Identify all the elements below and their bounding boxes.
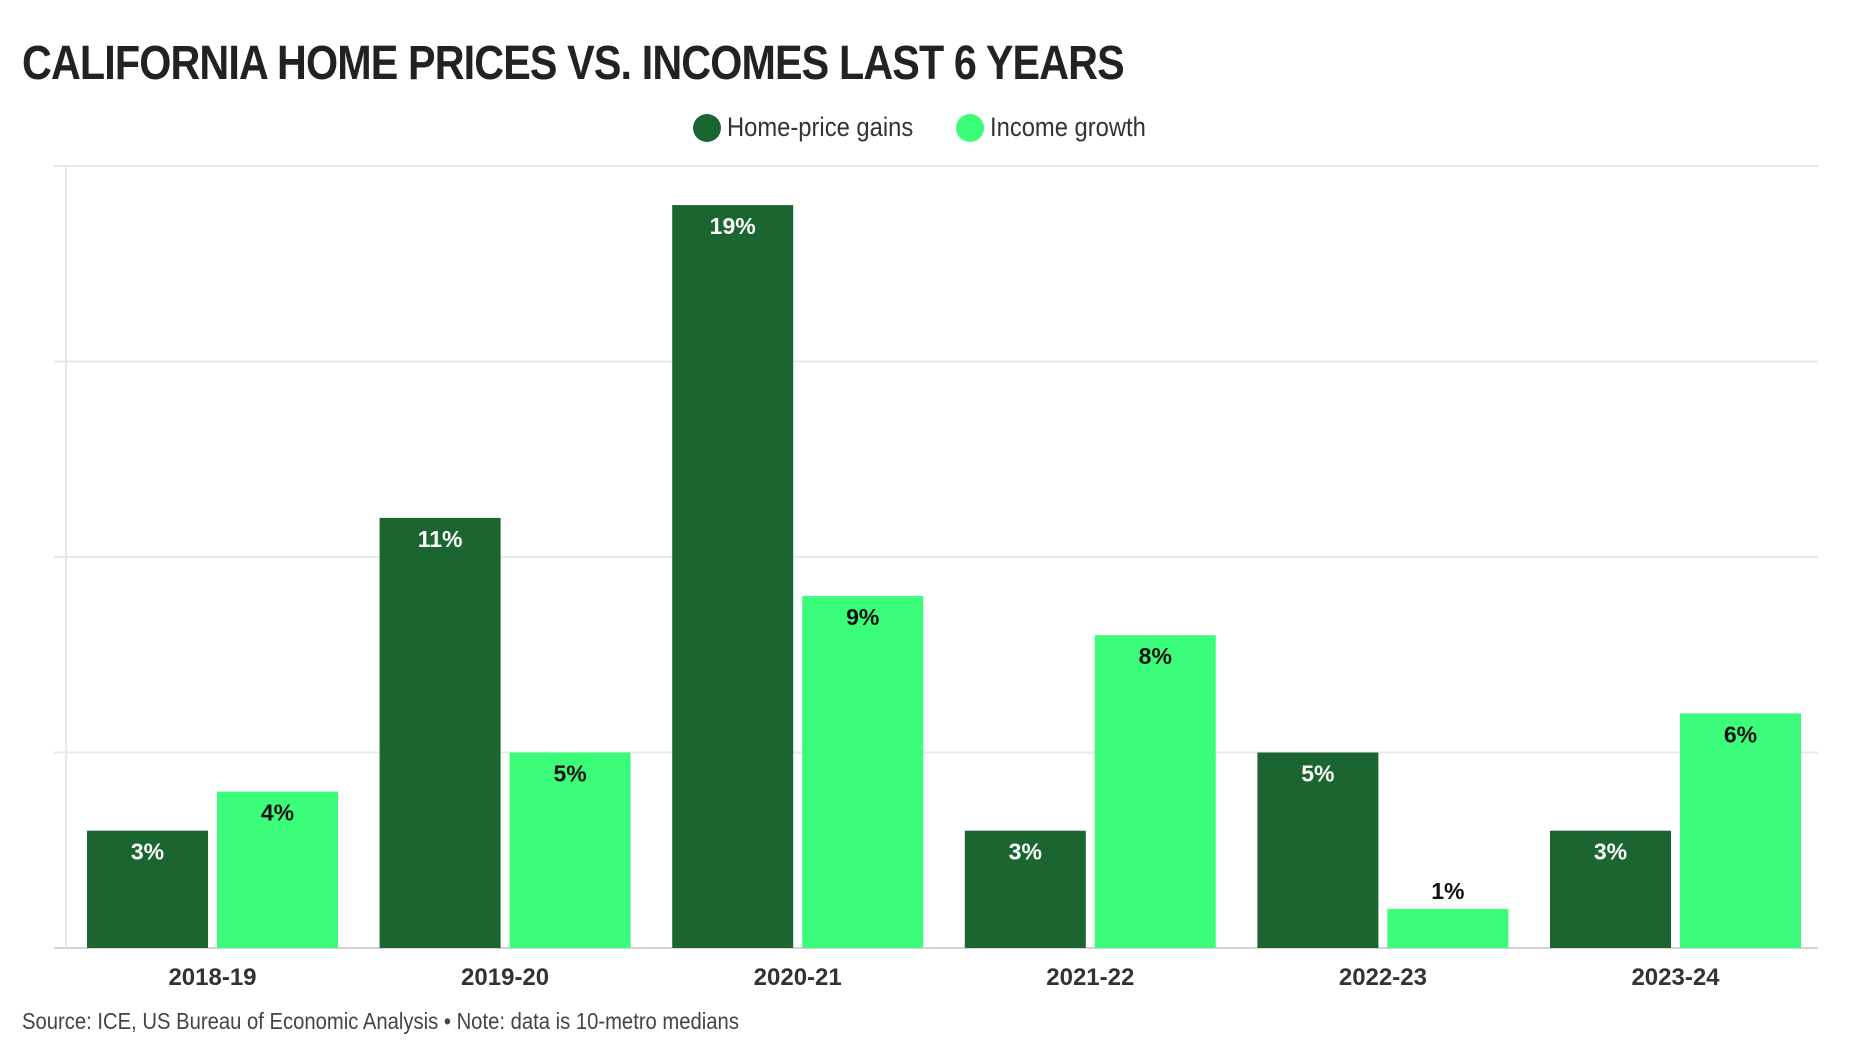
x-tick-label: 2018-19 [168,964,256,991]
bar-home-price-2018-19 [87,830,208,948]
x-tick-label: 2022-23 [1339,964,1427,991]
bar-income-2018-19 [217,791,338,948]
chart-title: CALIFORNIA HOME PRICES VS. INCOMES LAST … [22,37,1125,90]
bar-label: 5% [553,761,586,787]
legend: Home-price gains Income growth [0,112,1860,143]
x-tick-label: 2020-21 [754,964,842,991]
bar-income-2023-24 [1680,713,1801,948]
bar-label: 1% [1431,878,1464,904]
bar-label: 9% [846,604,879,630]
legend-label-home-price-gains: Home-price gains [726,112,913,142]
bar-label: 4% [261,800,294,826]
bar-label: 3% [1594,839,1627,865]
bar-label: 3% [131,839,164,865]
legend-swatch-home-price-gains [692,113,721,142]
bar-income-2020-21 [802,596,924,948]
bar-home-price-2022-23 [1257,752,1379,948]
legend-label-income-growth: Income growth [990,112,1147,142]
bar-label: 8% [1139,643,1172,669]
bar-label: 19% [710,213,756,239]
bar-income-2019-20 [509,752,631,948]
x-tick-label: 2019-20 [461,964,549,991]
legend-swatch-income-growth [956,113,985,142]
bar-income-2021-22 [1094,635,1216,948]
bar-label: 11% [418,526,463,552]
bar-home-price-2020-21 [672,205,794,949]
bar-home-price-2021-22 [964,830,1086,948]
x-tick-label: 2021-22 [1046,964,1134,991]
bar-label: 3% [1009,839,1042,865]
x-tick-label: 2023-24 [1631,964,1720,991]
bar-income-2022-23 [1387,908,1509,948]
bar-label: 5% [1301,761,1334,787]
bar-home-price-2019-20 [379,517,501,948]
legend-item-home-price-gains: Home-price gains [692,112,939,143]
bar-home-price-2023-24 [1550,830,1671,948]
bar-label: 6% [1724,721,1757,747]
legend-item-income-growth: Income growth [956,112,1167,143]
source-note: Source: ICE, US Bureau of Economic Analy… [22,1008,739,1034]
